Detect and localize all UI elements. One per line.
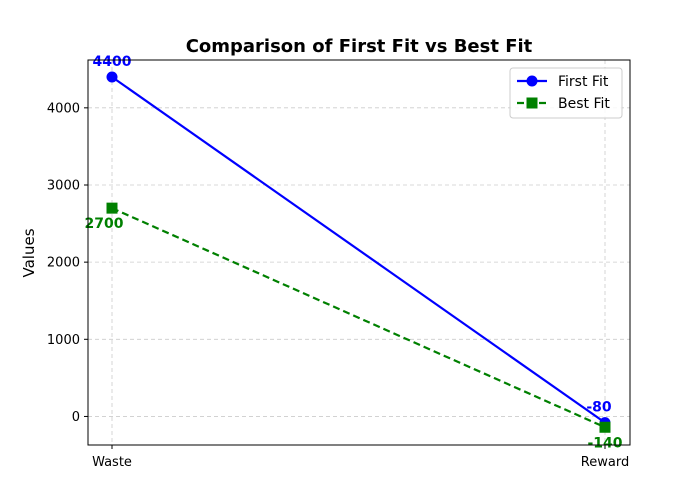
- first-fit-legend-marker: [526, 75, 538, 87]
- legend: First Fit Best Fit: [509, 67, 623, 119]
- best-fit-data-label: -140: [587, 435, 622, 451]
- y-tick-label: 2000: [47, 256, 80, 271]
- first-fit-legend-label: First Fit: [558, 74, 609, 90]
- best-fit-line: [111, 207, 606, 429]
- y-axis-label: Values: [20, 228, 38, 277]
- y-tick-label: 0: [72, 410, 80, 425]
- best-fit-point: [106, 202, 118, 214]
- best-fit-data-label: 2700: [85, 216, 124, 232]
- y-tick-label: 3000: [47, 178, 80, 193]
- data-labels: 4400 -80 2700 -140: [85, 54, 623, 451]
- best-fit-legend-label: Best Fit: [558, 96, 610, 112]
- plot-frame: [87, 59, 631, 446]
- chart-title: Comparison of First Fit vs Best Fit: [186, 36, 533, 57]
- first-fit-data-label: 4400: [93, 54, 132, 70]
- best-fit-point: [599, 421, 611, 433]
- series-markers: [106, 71, 611, 433]
- axis-ticks: Waste Reward 0 1000 2000 3000 4000: [47, 101, 629, 470]
- first-fit-line: [111, 76, 606, 424]
- y-tick-label: 4000: [47, 101, 80, 116]
- y-tick-label: 1000: [47, 333, 80, 348]
- best-fit-legend-marker: [526, 97, 538, 109]
- first-fit-point: [106, 71, 118, 83]
- first-fit-data-label: -80: [586, 400, 612, 416]
- x-tick-label: Reward: [581, 455, 629, 470]
- series-lines: [111, 76, 606, 429]
- x-tick-label: Waste: [92, 455, 132, 470]
